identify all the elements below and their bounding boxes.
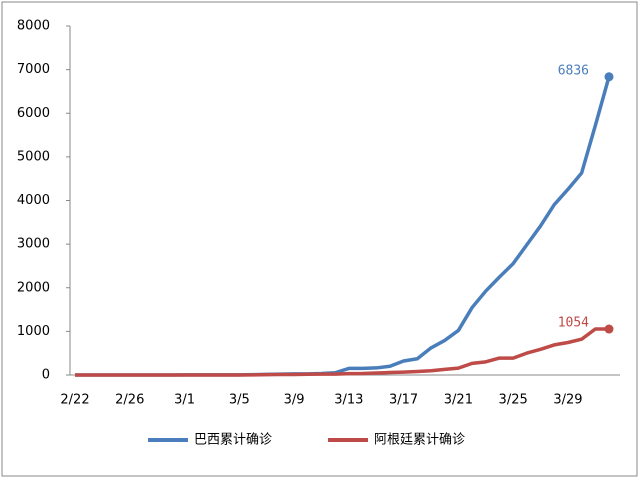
series-line (75, 327, 609, 377)
x-tick-label: 3/17 (389, 393, 418, 408)
y-tick-label: 0 (42, 368, 50, 383)
data-label: 6836 (558, 63, 589, 78)
x-tick-label: 2/22 (60, 393, 89, 408)
x-tick-label: 3/25 (499, 393, 528, 408)
x-tick-label: 3/9 (284, 393, 305, 408)
x-tick-label: 2/26 (115, 393, 144, 408)
y-tick-label: 2000 (17, 280, 50, 295)
y-tick-label: 5000 (17, 149, 50, 164)
end-marker (604, 72, 614, 82)
x-tick-label: 3/1 (174, 393, 195, 408)
legend-label: 巴西累计确诊 (194, 433, 272, 448)
x-tick-label: 3/5 (229, 393, 250, 408)
legend-label: 阿根廷累计确诊 (374, 433, 465, 448)
end-marker (604, 324, 614, 334)
x-tick-label: 3/21 (444, 393, 473, 408)
data-label: 1054 (558, 316, 589, 331)
y-tick-label: 1000 (17, 324, 50, 339)
x-tick-label: 3/29 (553, 393, 582, 408)
y-tick-label: 4000 (17, 193, 50, 208)
y-tick-label: 6000 (17, 106, 50, 121)
y-tick-label: 7000 (17, 62, 50, 77)
y-tick-label: 8000 (17, 19, 50, 34)
y-tick-label: 3000 (17, 237, 50, 252)
x-tick-label: 3/13 (334, 393, 363, 408)
